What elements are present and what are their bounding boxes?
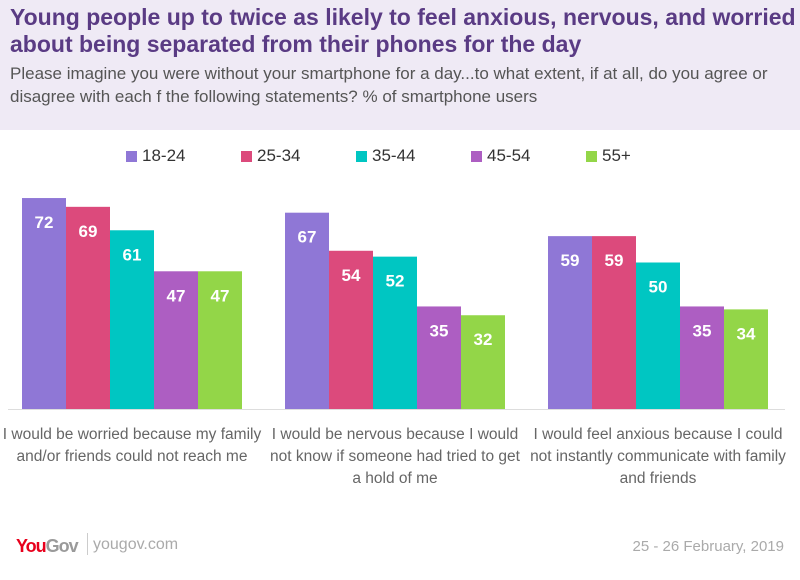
data-label: 54 <box>342 266 361 285</box>
legend: 18-24 25-34 35-44 45-54 55+ <box>126 146 701 166</box>
yougov-logo: YouGov <box>16 536 79 556</box>
bar <box>329 250 373 409</box>
bar <box>66 206 110 409</box>
data-label: 35 <box>693 321 712 340</box>
category-label: I would be worried because my family and… <box>2 426 262 465</box>
data-label: 50 <box>649 278 668 297</box>
chart-subtitle: Please imagine you were without your sma… <box>10 64 768 106</box>
legend-item: 45-54 <box>471 146 586 166</box>
bar <box>22 198 66 409</box>
bar <box>110 230 154 409</box>
data-label: 69 <box>79 222 98 241</box>
legend-swatch <box>356 150 367 162</box>
data-label: 52 <box>386 272 405 291</box>
legend-label: 45-54 <box>487 146 531 165</box>
header-band: Young people up to twice as likely to fe… <box>0 0 800 130</box>
bar <box>548 236 592 409</box>
bar <box>724 309 768 409</box>
legend-label: 25-34 <box>257 146 301 165</box>
data-label: 72 <box>35 213 54 232</box>
site-url: yougov.com <box>93 536 179 553</box>
legend-label: 18-24 <box>142 146 186 165</box>
bar <box>373 256 417 409</box>
category-label: I would feel anxious because I could not… <box>530 426 786 487</box>
legend-item: 55+ <box>586 146 701 166</box>
data-label: 32 <box>474 330 493 349</box>
bar <box>636 262 680 409</box>
legend-swatch <box>241 150 252 162</box>
data-label: 47 <box>167 286 186 305</box>
category-label: I would be nervous because I would not k… <box>270 426 520 487</box>
bar <box>285 212 329 409</box>
legend-swatch <box>471 150 482 162</box>
data-label: 47 <box>211 286 230 305</box>
legend-swatch <box>126 150 137 162</box>
bar <box>592 236 636 409</box>
legend-label: 55+ <box>602 146 631 165</box>
legend-item: 25-34 <box>241 146 356 166</box>
data-label: 59 <box>561 251 580 270</box>
data-label: 34 <box>737 324 756 343</box>
legend-swatch <box>586 150 597 162</box>
legend-item: 18-24 <box>126 146 241 166</box>
date-range: 25 - 26 February, 2019 <box>632 538 784 555</box>
bar <box>417 306 461 409</box>
data-label: 67 <box>298 228 317 247</box>
chart-title: Young people up to twice as likely to fe… <box>10 4 796 57</box>
legend-label: 35-44 <box>372 146 416 165</box>
divider <box>87 533 88 555</box>
legend-item: 35-44 <box>356 146 471 166</box>
bar <box>154 271 198 409</box>
data-label: 35 <box>430 321 449 340</box>
data-label: 59 <box>605 251 624 270</box>
bar <box>680 306 724 409</box>
bar <box>461 315 505 409</box>
data-label: 61 <box>123 245 142 264</box>
bar <box>198 271 242 409</box>
